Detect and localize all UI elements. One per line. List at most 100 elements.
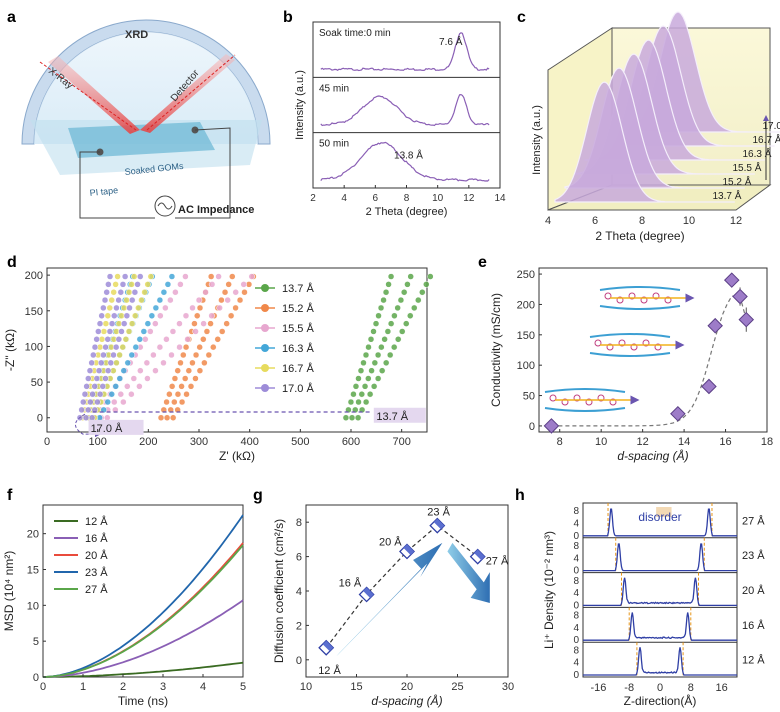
impedance-point xyxy=(216,304,223,312)
panel-letter-a: a xyxy=(7,9,16,26)
impedance-point xyxy=(81,390,89,398)
ion xyxy=(594,339,602,347)
impedance-point xyxy=(236,296,244,304)
legend-label: 15.5 Å xyxy=(282,322,314,335)
impedance-point xyxy=(407,273,414,280)
impedance-point xyxy=(120,398,127,406)
ion xyxy=(549,394,557,402)
impedance-point xyxy=(96,390,104,398)
subplot-label: 27 Å xyxy=(742,514,765,527)
impedance-point xyxy=(162,304,169,312)
impedance-point xyxy=(196,304,204,312)
impedance-point xyxy=(394,336,402,343)
impedance-point xyxy=(207,273,215,280)
x-tick-label: 8 xyxy=(639,215,645,227)
x-tick-label: 20 xyxy=(401,681,413,693)
x-tick-label: 10 xyxy=(595,436,607,448)
data-point-fill xyxy=(433,518,445,530)
y-tick-label: 200 xyxy=(25,270,43,282)
subplot-label: 23 Å xyxy=(742,549,765,562)
impedance-point xyxy=(347,398,355,406)
chart-c: 17.0 Å16.7 Å16.3 Å15.5 Å15.2 Å13.7 Å4681… xyxy=(531,11,780,243)
subplot-label: 12 Å xyxy=(742,654,765,667)
x-tick-label: 4 xyxy=(341,193,347,204)
impedance-point xyxy=(358,406,366,414)
annotation-bg xyxy=(88,419,144,435)
point-label: 27 Å xyxy=(486,555,509,568)
impedance-point xyxy=(106,273,114,280)
impedance-point xyxy=(118,312,125,320)
impedance-point xyxy=(172,288,179,296)
xrd-curve xyxy=(320,93,490,127)
impedance-point xyxy=(163,398,170,406)
trend-line xyxy=(551,295,747,427)
impedance-point xyxy=(128,320,136,327)
impedance-point xyxy=(104,336,111,343)
impedance-point xyxy=(88,414,96,421)
impedance-point xyxy=(120,320,128,327)
y-axis-label: Intensity (a.u.) xyxy=(294,70,306,140)
layer-sheet xyxy=(589,352,671,357)
impedance-point xyxy=(398,328,406,335)
impedance-point xyxy=(147,328,154,335)
impedance-point xyxy=(354,414,362,421)
subplot-label: 45 min xyxy=(319,83,349,94)
impedance-point xyxy=(100,304,107,312)
msd-curve xyxy=(43,661,244,678)
impedance-point xyxy=(117,390,125,398)
impedance-point xyxy=(111,398,118,406)
impedance-point xyxy=(187,383,195,390)
impedance-point xyxy=(184,336,191,343)
impedance-point xyxy=(117,288,125,296)
y-tick-label: 8 xyxy=(573,611,579,622)
y-tick-label: 2 xyxy=(296,620,302,632)
impedance-point xyxy=(143,359,151,367)
impedance-point xyxy=(200,320,207,327)
impedance-point xyxy=(182,343,190,351)
data-point-fill xyxy=(322,640,334,652)
y-axis-label: Diffusion coefficient (cm²/s) xyxy=(272,519,286,663)
impedance-point xyxy=(135,304,142,312)
data-point xyxy=(732,288,748,305)
chart-g: 12 Å 16 Å 20 Å 23 Å 27 Å 10 15 20 25 30 0 2 4 6 8 d-spa… xyxy=(272,504,514,708)
diffracted-beam xyxy=(140,54,235,133)
impedance-point xyxy=(152,367,159,374)
data-point xyxy=(738,311,755,328)
impedance-point xyxy=(189,359,196,367)
impedance-point xyxy=(104,367,112,374)
layer-sheet xyxy=(589,333,671,338)
impedance-point xyxy=(156,296,164,304)
x-tick-label: 12 xyxy=(637,436,649,448)
x-tick-label: 3 xyxy=(160,681,166,693)
data-point-fill xyxy=(363,587,374,598)
chart-f: 12 Å 16 Å 20 Å 23 Å 27 Å 0 1 2 3 4 5 0 5 10 15 20 Time (… xyxy=(2,504,246,708)
impedance-point xyxy=(157,312,164,320)
y-tick-label: 4 xyxy=(573,658,579,669)
impedance-point xyxy=(110,351,117,359)
ridge-label: 17.0 Å xyxy=(763,119,780,132)
y-axis-label: MSD (10⁴ nm²) xyxy=(2,551,16,632)
x-tick-label: 10 xyxy=(300,681,312,693)
impedance-point xyxy=(124,383,131,390)
impedance-point xyxy=(105,281,112,288)
msd-curve xyxy=(42,542,244,678)
impedance-point xyxy=(152,304,160,312)
increase-arrow xyxy=(336,542,443,657)
xrd-curve xyxy=(320,32,490,72)
legend-label: 16.3 Å xyxy=(282,342,314,355)
legend-label: 15.2 Å xyxy=(282,302,314,315)
legend-label: 16.7 Å xyxy=(282,362,314,375)
impedance-point xyxy=(182,312,190,320)
impedance-point xyxy=(125,288,133,296)
impedance-point xyxy=(355,375,362,382)
impedance-point xyxy=(113,359,120,367)
impedance-point xyxy=(83,383,90,390)
impedance-point xyxy=(100,351,107,359)
impedance-point xyxy=(88,359,95,367)
impedance-point xyxy=(174,406,181,414)
impedance-point xyxy=(370,383,378,390)
impedance-point xyxy=(218,296,225,304)
point-label: 12 Å xyxy=(318,664,341,677)
impedance-point xyxy=(215,273,222,280)
